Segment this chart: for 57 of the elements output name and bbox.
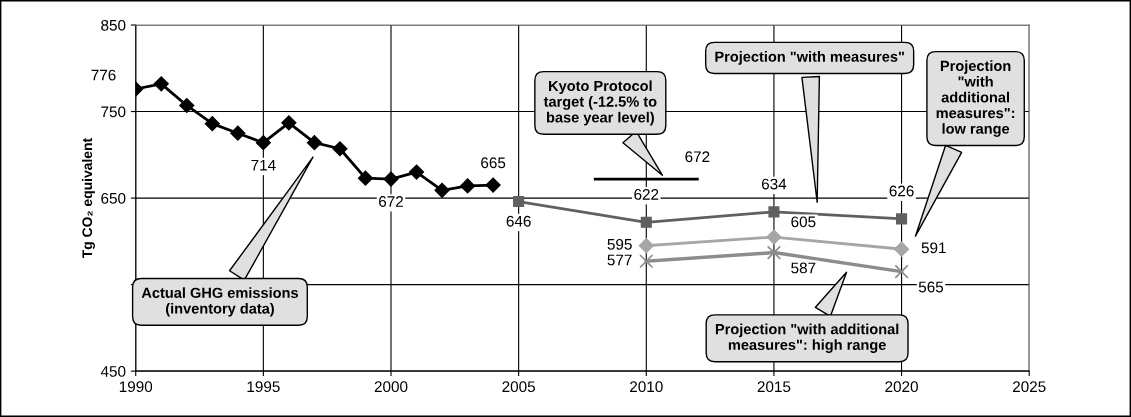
data-label: 605 [791, 216, 816, 228]
point [460, 178, 476, 194]
x-tick-label: 2020 [885, 381, 918, 393]
data-label: 595 [607, 238, 632, 250]
point [306, 135, 322, 151]
point [383, 171, 399, 187]
y-tick-label: 450 [100, 366, 126, 377]
annotation: Projection "with additional measures": low range [936, 60, 1015, 137]
point [204, 116, 220, 132]
data-label: 665 [481, 157, 506, 169]
y-tick-label: 650 [101, 192, 126, 204]
data-label: 577 [607, 254, 632, 266]
data-label: 776 [91, 69, 116, 81]
point [332, 141, 348, 157]
annotation: Kyoto Protocol target (-12.5% to base year level) [543, 80, 657, 126]
point [153, 76, 169, 92]
point [894, 264, 909, 279]
x-tick-label: 1990 [119, 381, 153, 393]
data-label: 714 [251, 159, 276, 171]
point [281, 115, 297, 131]
point [357, 170, 374, 186]
point [230, 125, 246, 141]
x-tick-label: 1995 [247, 381, 280, 393]
y-tick-label: 850 [101, 19, 126, 31]
data-label: 565 [918, 281, 944, 293]
point [640, 216, 652, 228]
point [638, 238, 654, 254]
point [513, 195, 525, 208]
data-label: 646 [506, 215, 531, 227]
point [766, 245, 782, 260]
data-label: 672 [379, 196, 403, 207]
x-tick-label: 2000 [374, 381, 408, 393]
point [255, 135, 271, 151]
data-label: 622 [634, 189, 659, 200]
data-label: 591 [921, 242, 946, 254]
data-label: 587 [791, 262, 816, 274]
x-tick-label: 2010 [630, 381, 663, 393]
x-tick-label: 2005 [502, 381, 535, 393]
point [434, 182, 450, 198]
point [766, 229, 782, 245]
point [893, 241, 910, 257]
point [639, 254, 654, 269]
data-label: 634 [761, 178, 787, 190]
annotation: Projection "with additional measures": high range [715, 323, 899, 353]
data-label: 626 [889, 185, 914, 197]
x-tick-label: 2015 [757, 381, 791, 393]
point [768, 206, 780, 218]
y-tick-label: 750 [101, 106, 126, 118]
y-axis-title: Tg CO₂ equivalent [81, 138, 95, 259]
annotation: Projection "with measures" [715, 51, 904, 65]
data-label: 672 [685, 151, 710, 163]
x-tick-label: 2025 [1012, 381, 1046, 393]
point [179, 97, 195, 114]
point [896, 213, 908, 225]
point [408, 164, 425, 180]
annotation: Actual GHG emissions (inventory data) [141, 287, 298, 317]
point [485, 177, 501, 193]
